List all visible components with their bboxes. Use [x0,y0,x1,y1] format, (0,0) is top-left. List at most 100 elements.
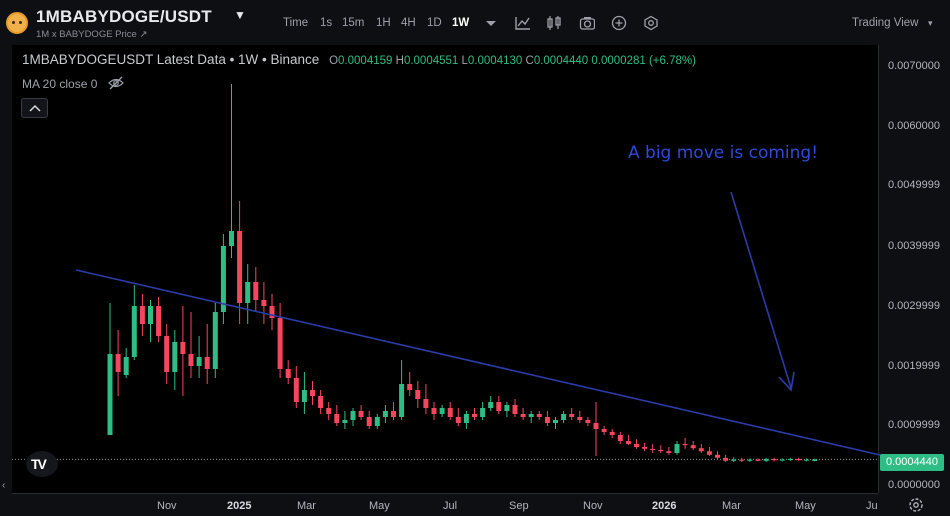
candle-body [561,414,567,420]
candle-body [682,444,688,446]
timeframe-1h[interactable]: 1H [376,17,391,29]
candle-body [463,414,469,423]
candle-body [326,408,332,414]
candle-body [593,423,599,429]
candle-body [480,408,486,417]
candle-body [812,459,818,462]
x-tick: 2025 [227,500,252,512]
plus-circle-icon[interactable] [611,15,627,31]
candle-body [107,354,113,435]
candle-body [277,318,283,369]
candle-body [261,300,267,306]
candle-body [796,459,801,461]
candle-body [399,384,405,417]
legend-close-label: C [525,55,534,67]
trading-view-toggle[interactable]: Trading View [852,17,919,29]
candle-body [220,246,226,312]
symbol-subtitle-link[interactable]: 1M x BABYDOGE Price ↗ [36,29,148,40]
candle-body [455,417,461,423]
y-tick: 0.0009999 [888,419,940,431]
chevron-down-icon[interactable] [484,15,500,31]
eye-hidden-icon[interactable] [108,76,124,90]
tradingview-logo-icon[interactable]: TV [26,451,58,477]
candle-body [706,451,712,455]
candle-body [334,414,340,423]
timeframe-1w[interactable]: 1W [452,17,470,29]
candle-body [642,447,648,449]
candle-body [391,411,396,417]
time-axis[interactable] [12,493,878,516]
legend-high-value: 0.0004551 [403,55,459,67]
timeframe-time[interactable]: Time [283,17,309,29]
candle-body [342,420,348,423]
candle-body [536,414,542,417]
chart-canvas[interactable] [12,45,878,493]
candle-body [164,336,170,372]
y-tick: 0.0000000 [888,479,940,491]
candle-body [204,357,210,369]
collapse-legend-button[interactable] [21,98,48,118]
candlestick-icon[interactable] [546,15,562,31]
candle-body [553,420,558,423]
symbol-title[interactable]: 1MBABYDOGE/USDT [36,7,212,26]
candle-body [544,417,550,423]
candle-body [472,414,477,417]
candle-body [601,429,607,432]
candle-body [358,411,364,417]
x-tick: Nov [583,500,603,512]
candle-body [771,459,777,461]
candle-body [634,444,639,447]
candle-body [731,459,737,461]
candle-body [423,399,429,408]
descending-trendline [75,269,937,469]
candle-body [115,354,121,372]
candle-body [804,459,810,461]
candle-body [779,459,785,461]
legend-open-label: O [329,55,339,67]
candle-body [488,402,494,408]
chevron-up-icon [29,104,41,112]
price-axis[interactable] [878,45,950,493]
candle-body [139,306,145,324]
trading-view-caret-icon[interactable]: ▾ [928,18,933,28]
candle-body [293,378,299,402]
x-tick: Nov [157,500,177,512]
annotation-arrow-head [778,371,795,392]
x-tick: 2026 [652,500,677,512]
legend-open-value: 0.0004159 [338,55,393,67]
chart-settings-gear-icon[interactable] [904,495,928,515]
candle-body [310,390,315,396]
candle-body [528,414,534,417]
x-tick: Mar [722,500,741,512]
candle-body [285,369,291,378]
y-tick: 0.0029999 [888,300,940,312]
x-tick: May [795,500,816,512]
expand-left-arrow-icon[interactable]: ‹ [2,480,6,491]
timeframe-1d[interactable]: 1D [427,17,442,29]
settings-hex-icon[interactable] [643,15,659,31]
timeframe-1s[interactable]: 1s [320,17,333,29]
timeframe-15m[interactable]: 15m [342,17,365,29]
candle-body [245,282,251,303]
candle-body [148,306,153,324]
legend-bar: 1MBABYDOGEUSDT Latest Data • 1W • Binanc… [22,52,696,67]
line-chart-icon[interactable] [514,15,530,31]
chart-annotation-text[interactable]: A big move is coming! [628,143,819,163]
candle-body [374,417,380,426]
timeframe-4h[interactable]: 4H [401,17,416,29]
candle-body [188,354,194,366]
candle-body [617,435,623,441]
ma-indicator-label[interactable]: MA 20 close 0 [22,77,98,91]
candle-body [666,451,672,453]
y-tick: 0.0039999 [888,240,940,252]
symbol-dropdown-icon[interactable]: ▼ [234,8,246,22]
candle-body [739,459,745,461]
candle-body [496,402,502,411]
legend-change-value: 0.0000281 (+6.78%) [591,55,696,67]
camera-icon[interactable] [579,15,595,31]
left-toolbar-strip [0,45,12,516]
candle-body [407,384,413,390]
candle-body [212,312,218,369]
candle-body [755,459,761,461]
